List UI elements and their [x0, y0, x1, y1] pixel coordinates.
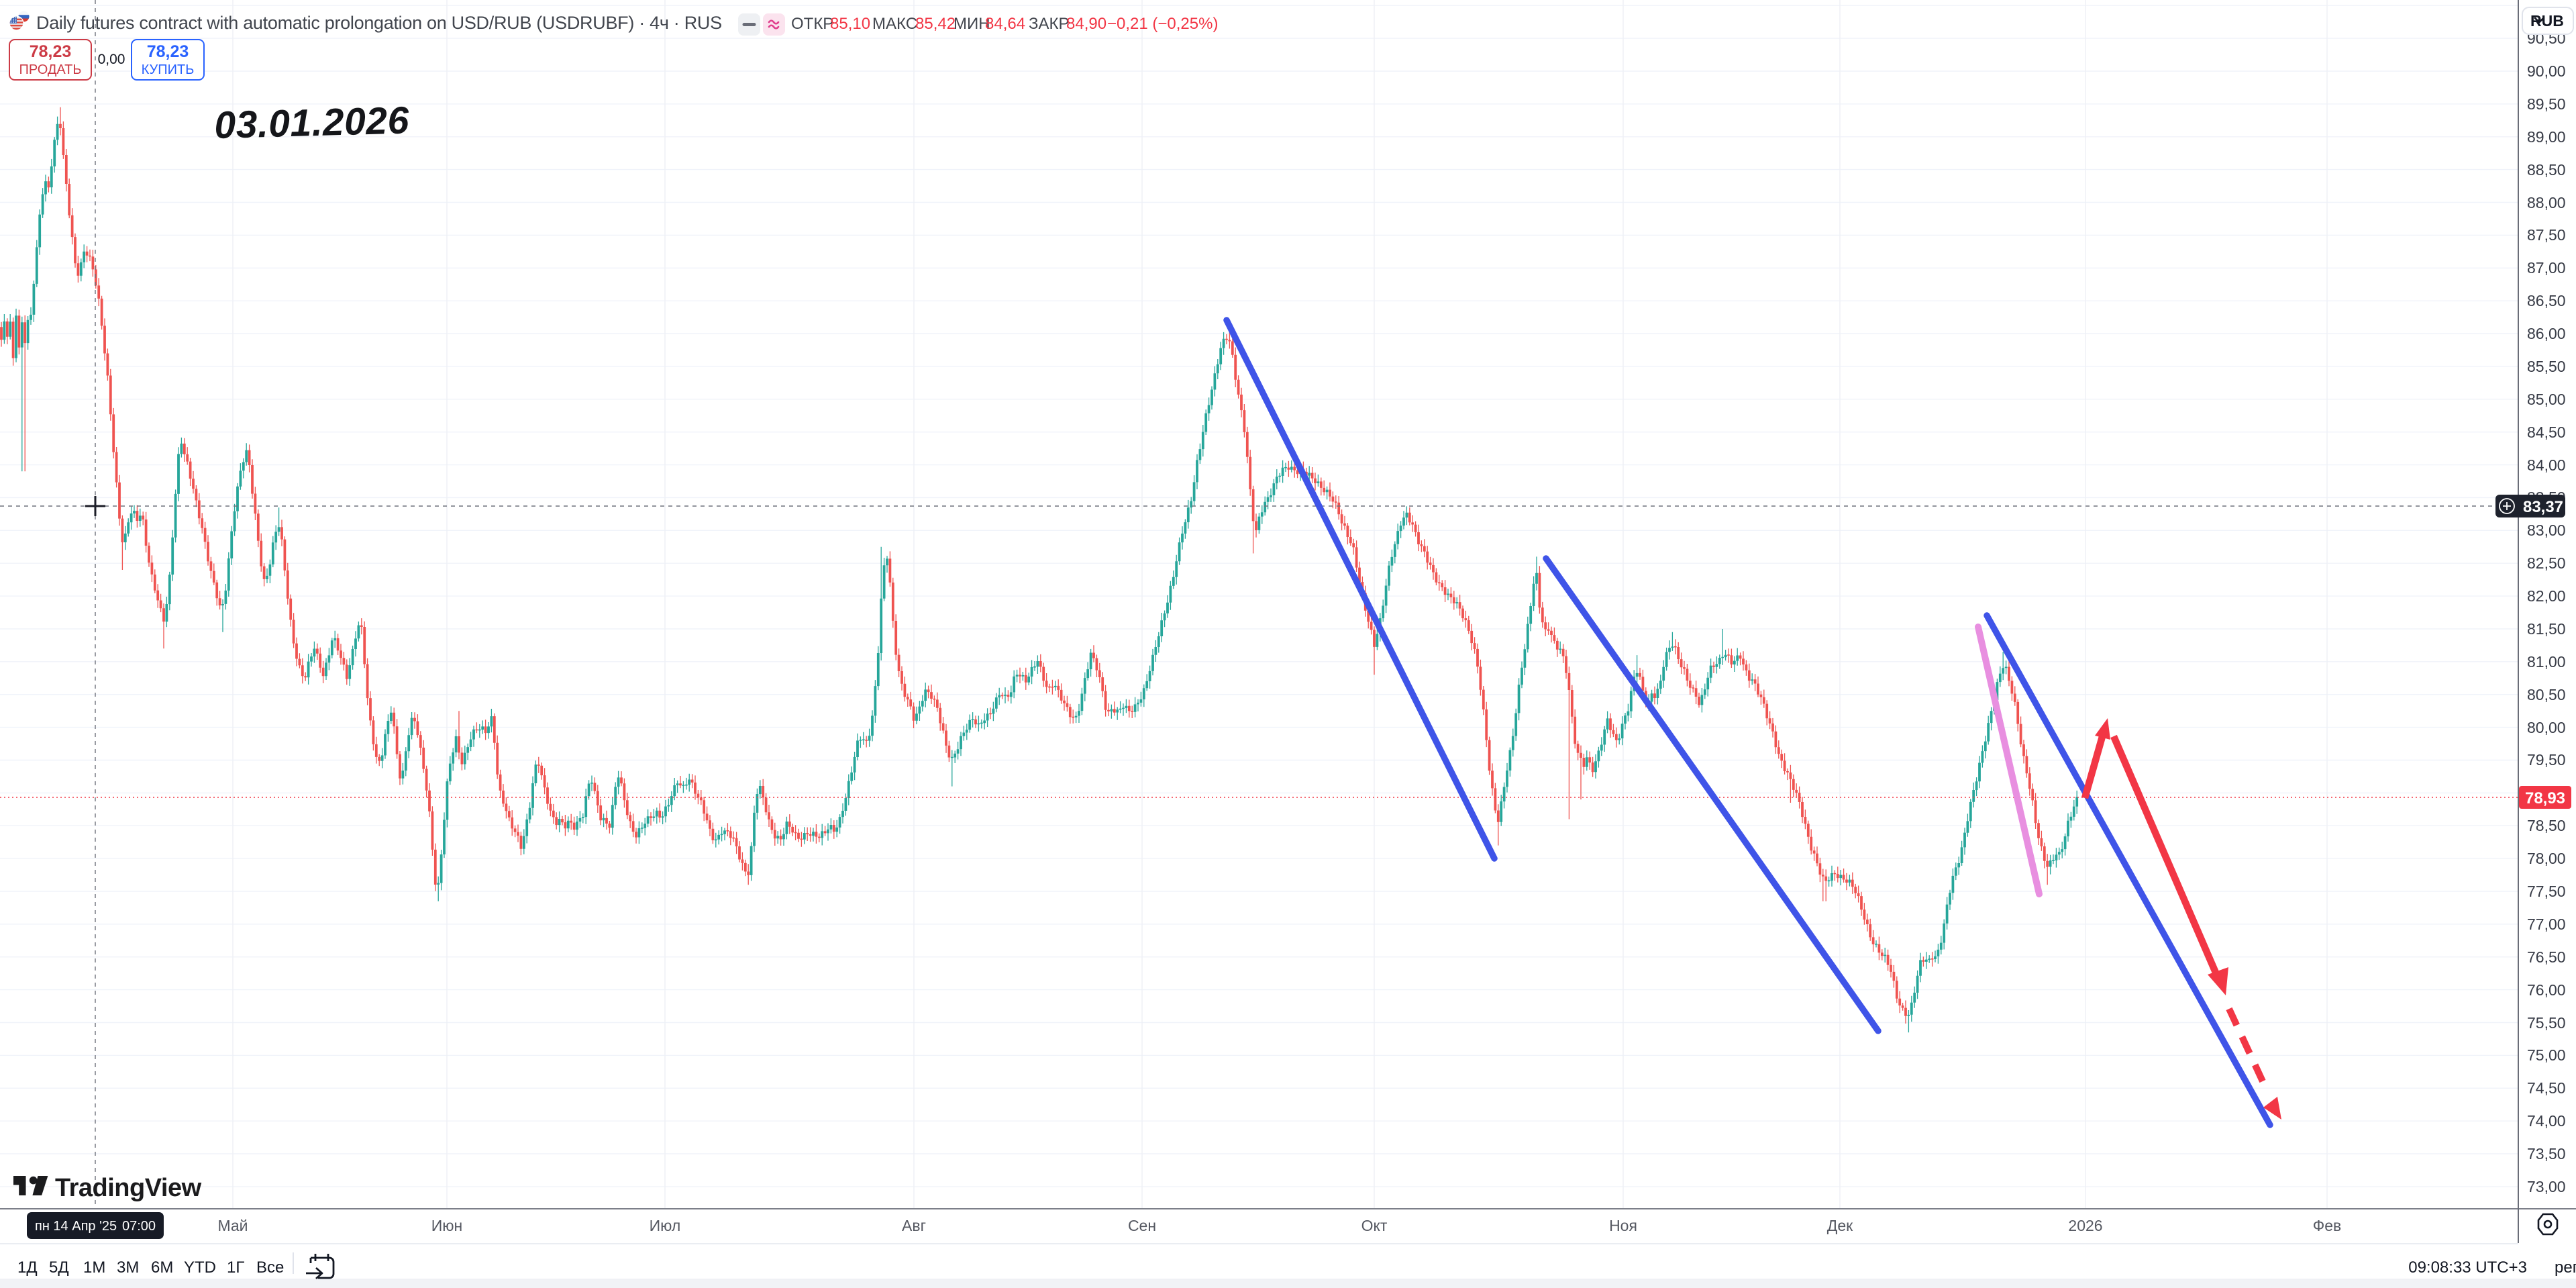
svg-text:5Д: 5Д: [49, 1258, 69, 1277]
svg-text:−0,21 (−0,25%): −0,21 (−0,25%): [1107, 15, 1218, 33]
svg-text:74,00: 74,00: [2527, 1112, 2566, 1130]
svg-text:1Г: 1Г: [227, 1258, 244, 1277]
svg-text:6М: 6М: [151, 1258, 173, 1277]
svg-text:76,50: 76,50: [2527, 948, 2566, 966]
svg-text:86,00: 86,00: [2527, 325, 2566, 342]
svg-text:0,00: 0,00: [98, 52, 125, 67]
svg-text:78,50: 78,50: [2527, 817, 2566, 834]
svg-text:80,00: 80,00: [2527, 719, 2566, 736]
svg-text:77,50: 77,50: [2527, 883, 2566, 900]
svg-text:89,50: 89,50: [2527, 95, 2566, 113]
svg-text:75,00: 75,00: [2527, 1046, 2566, 1064]
svg-text:1М: 1М: [83, 1258, 105, 1277]
svg-text:ПРОДАТЬ: ПРОДАТЬ: [19, 62, 81, 77]
svg-text:1Д: 1Д: [17, 1258, 38, 1277]
svg-text:ЗАКР: ЗАКР: [1029, 15, 1070, 33]
svg-text:81,00: 81,00: [2527, 653, 2566, 671]
svg-text:73,00: 73,00: [2527, 1178, 2566, 1195]
svg-text:73,50: 73,50: [2527, 1145, 2566, 1162]
svg-text:RUB: RUB: [2530, 12, 2564, 30]
svg-text:81,50: 81,50: [2527, 620, 2566, 638]
svg-text:рег: рег: [2555, 1258, 2576, 1277]
svg-text:85,50: 85,50: [2527, 358, 2566, 375]
svg-text:85,42: 85,42: [915, 15, 956, 33]
svg-text:Окт: Окт: [1361, 1217, 1388, 1234]
svg-text:83,00: 83,00: [2527, 522, 2566, 539]
svg-text:76,00: 76,00: [2527, 981, 2566, 999]
svg-text:86,50: 86,50: [2527, 292, 2566, 309]
svg-text:82,50: 82,50: [2527, 554, 2566, 572]
svg-text:88,00: 88,00: [2527, 194, 2566, 211]
svg-text:TradingView: TradingView: [55, 1174, 202, 1202]
svg-text:Все: Все: [256, 1258, 284, 1277]
svg-text:78,23: 78,23: [30, 42, 72, 61]
svg-text:Июл: Июл: [650, 1217, 681, 1234]
svg-text:77,00: 77,00: [2527, 915, 2566, 933]
svg-text:Дек: Дек: [1827, 1217, 1853, 1234]
svg-text:ОТКР: ОТКР: [791, 15, 833, 33]
svg-text:2026: 2026: [2068, 1217, 2102, 1234]
svg-text:83,37: 83,37: [2523, 498, 2563, 516]
svg-text:87,50: 87,50: [2527, 226, 2566, 244]
svg-text:90,00: 90,00: [2527, 62, 2566, 80]
svg-text:YTD: YTD: [184, 1258, 216, 1277]
svg-text:84,00: 84,00: [2527, 456, 2566, 474]
svg-text:78,00: 78,00: [2527, 850, 2566, 867]
svg-text:Daily futures contract with au: Daily futures contract with automatic pr…: [36, 13, 722, 33]
svg-text:3М: 3М: [117, 1258, 139, 1277]
svg-text:85,10: 85,10: [830, 15, 870, 33]
svg-text:Июн: Июн: [431, 1217, 462, 1234]
svg-text:78,23: 78,23: [147, 42, 189, 61]
svg-text:85,00: 85,00: [2527, 391, 2566, 408]
svg-text:80,50: 80,50: [2527, 686, 2566, 703]
svg-text:Авг: Авг: [902, 1217, 926, 1234]
svg-text:КУПИТЬ: КУПИТЬ: [142, 62, 195, 77]
svg-text:МАКС: МАКС: [872, 15, 917, 33]
svg-text:88,50: 88,50: [2527, 161, 2566, 179]
svg-text:Сен: Сен: [1128, 1217, 1156, 1234]
svg-text:82,00: 82,00: [2527, 587, 2566, 605]
svg-text:79,50: 79,50: [2527, 751, 2566, 769]
svg-text:75,50: 75,50: [2527, 1014, 2566, 1032]
svg-text:84,50: 84,50: [2527, 424, 2566, 441]
svg-text:87,00: 87,00: [2527, 259, 2566, 277]
svg-text:74,50: 74,50: [2527, 1079, 2566, 1097]
svg-text:84,64: 84,64: [985, 15, 1025, 33]
svg-text:89,00: 89,00: [2527, 128, 2566, 146]
svg-text:Май: Май: [217, 1217, 248, 1234]
svg-text:03.01.2026: 03.01.2026: [214, 99, 410, 147]
svg-text:09:08:33 UTC+3: 09:08:33 UTC+3: [2408, 1258, 2527, 1277]
svg-text:Ноя: Ноя: [1609, 1217, 1637, 1234]
svg-text:Фев: Фев: [2313, 1217, 2342, 1234]
svg-text:07:00: 07:00: [122, 1219, 156, 1234]
svg-text:пн 14 Апр '25: пн 14 Апр '25: [35, 1219, 117, 1234]
svg-text:84,90: 84,90: [1066, 15, 1106, 33]
svg-text:МИН: МИН: [954, 15, 990, 33]
svg-text:78,93: 78,93: [2525, 789, 2565, 807]
